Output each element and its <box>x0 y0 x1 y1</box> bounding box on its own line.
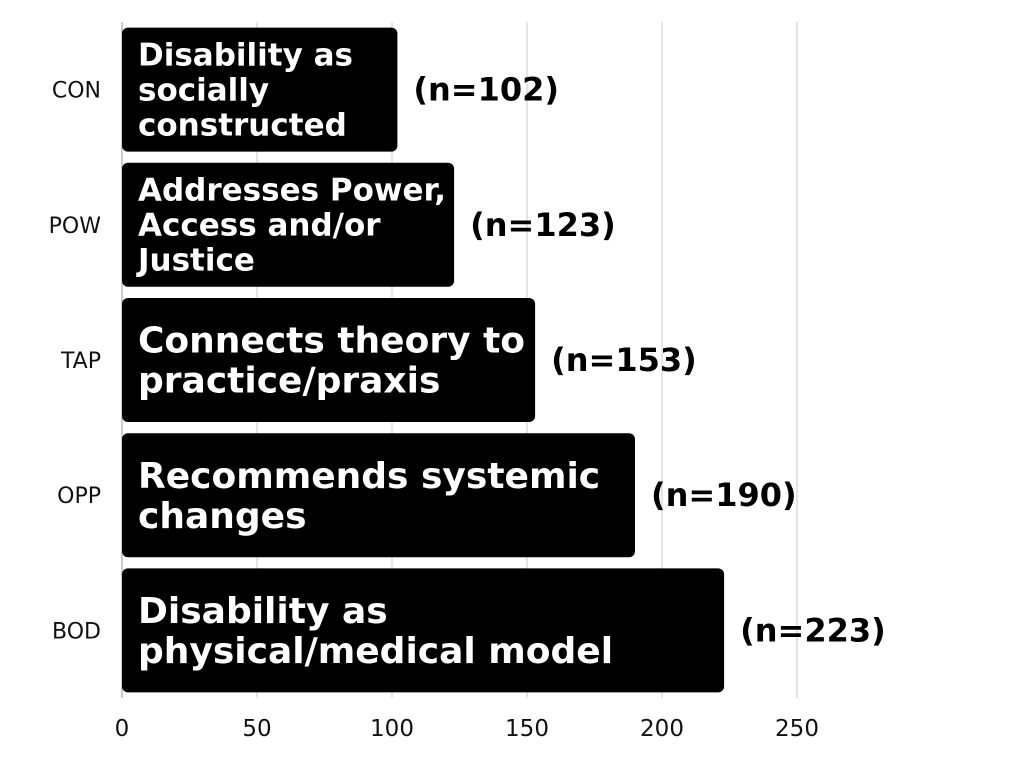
y-tick-con: CON <box>52 79 101 104</box>
y-tick-opp: OPP <box>57 484 101 509</box>
x-tick-50: 50 <box>242 716 271 742</box>
x-tick-200: 200 <box>640 716 684 742</box>
count-label-pow: (n=123) <box>470 206 616 244</box>
y-tick-pow: POW <box>49 214 102 239</box>
count-label-opp: (n=190) <box>651 476 797 514</box>
count-label-bod: (n=223) <box>740 611 886 649</box>
bar-label-pow: Addresses Power, Access and/or Justice <box>136 173 446 279</box>
y-tick-bod: BOD <box>52 619 101 644</box>
bars: Disability as socially constructed (n=102) A… <box>122 27 886 693</box>
x-tick-250: 250 <box>775 716 819 742</box>
bar-tap <box>122 298 536 422</box>
bar-pow <box>122 162 455 287</box>
count-label-con: (n=102) <box>413 71 559 109</box>
bar-con <box>122 27 398 152</box>
bar-label-tap: Connects theory to practice/praxis <box>138 321 525 402</box>
bar-bod <box>122 568 725 693</box>
x-axis-ticks: 0 50 100 150 200 250 <box>115 716 819 742</box>
bar-label-bod: Disability as physical/medical model <box>138 591 613 672</box>
x-tick-100: 100 <box>370 716 414 742</box>
bar-label-con: Disability as socially constructed <box>138 37 353 143</box>
bar-label-opp: Recommends systemic changes <box>138 456 600 537</box>
count-label-tap: (n=153) <box>551 341 697 379</box>
bar-opp <box>122 433 635 558</box>
y-axis-ticks: CON POW TAP OPP BOD <box>49 79 102 645</box>
x-tick-150: 150 <box>505 716 549 742</box>
y-tick-tap: TAP <box>60 349 101 374</box>
x-tick-0: 0 <box>115 716 130 742</box>
